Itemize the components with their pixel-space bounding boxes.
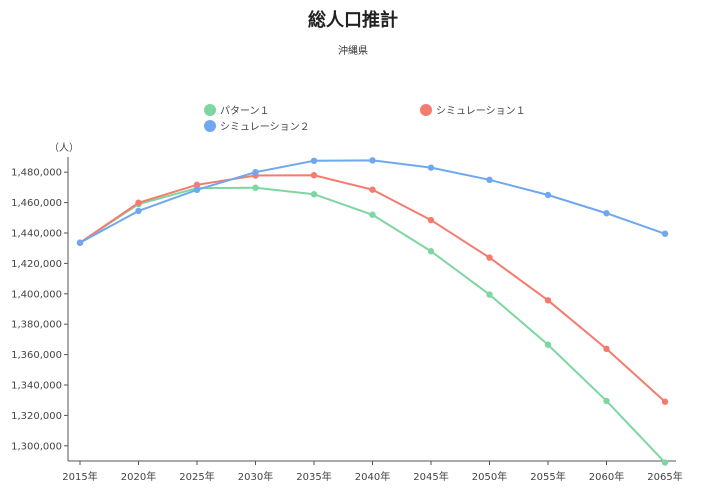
y-tick-label: 1,320,000 bbox=[11, 411, 62, 422]
x-tick-label: 2065年 bbox=[647, 470, 682, 483]
y-axis-unit-label: （人） bbox=[49, 143, 79, 154]
y-tick-label: 1,460,000 bbox=[11, 198, 62, 209]
x-tick-label: 2015年 bbox=[62, 470, 97, 483]
legend-marker-simulation2 bbox=[204, 119, 216, 132]
data-point-simulation1 bbox=[193, 181, 201, 189]
chart-subtitle: 沖縄県 bbox=[338, 46, 368, 57]
legend-item-simulation1[interactable]: シミュレーション１ bbox=[420, 102, 526, 117]
data-point-simulation1 bbox=[310, 172, 318, 179]
data-point-simulation1 bbox=[135, 199, 142, 206]
data-point-simulation2 bbox=[486, 176, 493, 183]
y-tick-label: 1,360,000 bbox=[11, 350, 62, 361]
data-point-simulation1 bbox=[661, 398, 669, 405]
data-point-pattern1 bbox=[486, 291, 493, 298]
data-point-pattern1 bbox=[661, 459, 669, 466]
x-tick-label: 2060年 bbox=[589, 470, 624, 483]
y-tick-label: 1,440,000 bbox=[11, 229, 62, 240]
x-tick-label: 2040年 bbox=[355, 470, 390, 483]
data-point-simulation1 bbox=[427, 216, 435, 224]
y-tick-label: 1,340,000 bbox=[11, 381, 62, 392]
y-tick-label: 1,300,000 bbox=[11, 441, 62, 452]
series-line-simulation1 bbox=[79, 174, 666, 403]
data-point-pattern1 bbox=[252, 184, 259, 191]
legend-label-simulation2: シミュレーション２ bbox=[220, 122, 310, 133]
series-line-simulation2 bbox=[79, 159, 666, 244]
data-point-pattern1 bbox=[427, 248, 435, 255]
x-tick-label: 2050年 bbox=[472, 470, 507, 483]
x-tick-label: 2035年 bbox=[296, 470, 331, 483]
chart-title: 総人口推計 bbox=[308, 10, 398, 31]
legend-marker-pattern1 bbox=[204, 103, 216, 116]
legend-marker-simulation1 bbox=[420, 103, 432, 116]
data-point-simulation2 bbox=[135, 207, 142, 215]
x-tick-label: 2055年 bbox=[530, 470, 565, 483]
data-point-simulation2 bbox=[603, 210, 610, 217]
x-tick-label: 2030年 bbox=[238, 470, 273, 483]
legend-item-simulation2[interactable]: シミュレーション２ bbox=[204, 118, 310, 133]
y-tick-label: 1,380,000 bbox=[11, 320, 62, 331]
data-point-simulation2 bbox=[252, 169, 259, 176]
data-point-simulation2 bbox=[310, 157, 318, 164]
data-point-simulation2 bbox=[76, 239, 84, 246]
y-tick-label: 1,420,000 bbox=[11, 259, 62, 270]
legend-label-simulation1: シミュレーション１ bbox=[436, 106, 526, 117]
data-point-pattern1 bbox=[369, 211, 376, 218]
data-point-simulation1 bbox=[486, 254, 493, 261]
data-point-simulation2 bbox=[193, 186, 201, 194]
data-point-simulation1 bbox=[369, 186, 376, 193]
y-tick-label: 1,480,000 bbox=[11, 168, 62, 179]
data-point-pattern1 bbox=[603, 397, 610, 405]
x-tick-label: 2020年 bbox=[121, 470, 156, 483]
data-point-pattern1 bbox=[544, 341, 552, 348]
y-tick-label: 1,400,000 bbox=[11, 289, 62, 300]
data-point-simulation1 bbox=[544, 297, 552, 304]
data-point-simulation2 bbox=[427, 164, 435, 171]
x-tick-label: 2025年 bbox=[179, 470, 214, 483]
legend-label-pattern1: パターン１ bbox=[220, 106, 270, 117]
data-point-simulation2 bbox=[369, 157, 376, 164]
legend-item-pattern1[interactable]: パターン１ bbox=[204, 102, 270, 117]
data-point-simulation2 bbox=[661, 230, 669, 237]
data-point-simulation2 bbox=[544, 191, 552, 199]
x-tick-label: 2045年 bbox=[413, 470, 448, 483]
data-point-simulation1 bbox=[603, 345, 610, 353]
data-point-pattern1 bbox=[310, 191, 318, 198]
